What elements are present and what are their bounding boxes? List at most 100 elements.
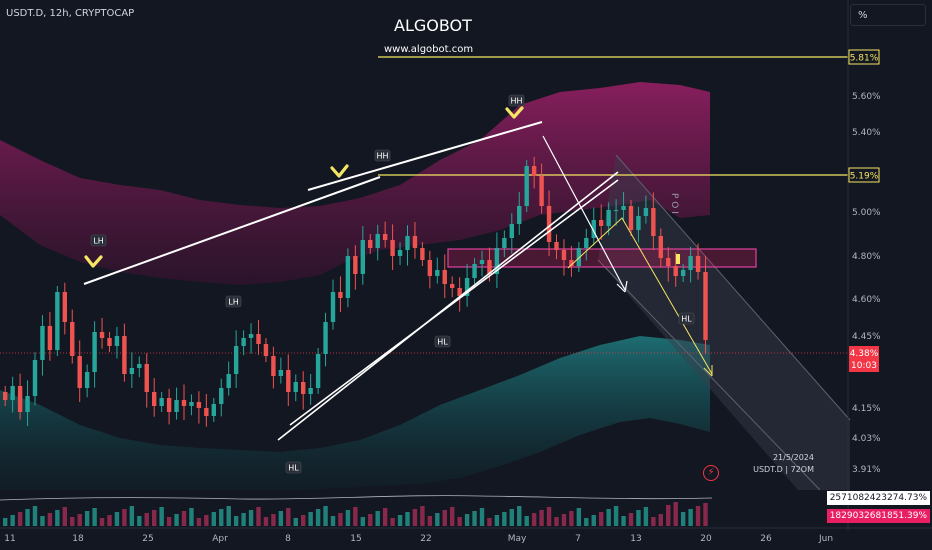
symbol-legend[interactable]: USDT.D, 12h, CRYPTOCAP — [6, 8, 135, 19]
channel-top-line — [615, 154, 851, 421]
candle — [599, 220, 604, 226]
candle — [271, 356, 276, 376]
candle — [99, 332, 105, 338]
volume-bar — [62, 507, 67, 526]
time-axis[interactable]: 11 18 25 Apr 8 15 22 May 7 13 20 26 Jun — [4, 534, 833, 544]
volume-bar — [517, 506, 522, 526]
swing-label-lh-2: LH — [225, 295, 242, 308]
volume-bar — [479, 508, 485, 526]
poi-label: P O I — [669, 193, 679, 214]
scale-percent-button[interactable]: % — [850, 4, 926, 26]
volume-ma-line — [0, 495, 713, 501]
price-axis-label: 4.45% — [852, 332, 881, 342]
time-axis-label: 18 — [72, 534, 84, 544]
candle — [166, 398, 172, 412]
candle — [584, 238, 589, 248]
volume-bar — [703, 503, 708, 526]
candle — [412, 236, 418, 248]
candle — [531, 166, 537, 176]
candle — [554, 242, 559, 250]
candle — [323, 322, 328, 354]
swing-label-hh-1: HH — [374, 149, 391, 162]
candle — [114, 336, 120, 346]
volume-tag-current: 1829032681851.39% — [826, 509, 930, 523]
swing-label-text: HL — [288, 464, 299, 473]
candle — [494, 248, 500, 274]
candle — [457, 288, 462, 296]
volume-bar — [599, 512, 604, 526]
volume-bar — [427, 516, 433, 526]
volume-bar — [368, 514, 373, 526]
volume-bar — [293, 518, 298, 526]
volume-bar — [144, 513, 149, 526]
candle — [628, 206, 634, 230]
volume-bar — [531, 513, 537, 526]
candle — [10, 386, 15, 400]
candle — [703, 272, 708, 340]
swing-label-hl-1: HL — [434, 335, 451, 348]
swing-marker-1 — [84, 255, 103, 268]
volume-bar — [509, 509, 514, 526]
price-axis-label: 5.40% — [852, 128, 881, 138]
time-axis-label: 11 — [4, 534, 15, 544]
volume-bar — [338, 513, 343, 526]
volume-bar — [591, 515, 596, 526]
candle — [174, 400, 179, 412]
candle — [196, 402, 202, 408]
volume-bar — [122, 509, 127, 526]
swing-marker-3 — [505, 106, 524, 119]
volume-bar — [256, 507, 261, 526]
candle — [256, 334, 261, 344]
candle — [226, 374, 231, 388]
level-tag-581: 5.81% — [848, 49, 880, 65]
candle — [576, 248, 582, 266]
volume-bar — [3, 518, 8, 526]
candle — [375, 234, 380, 248]
highlight-candle — [676, 254, 680, 264]
candle — [32, 360, 38, 396]
price-axis-label: 4.15% — [852, 404, 881, 414]
candle — [539, 176, 544, 206]
swing-label-lh-1: LH — [90, 234, 107, 247]
volume-bar — [688, 509, 693, 526]
time-axis-label: 8 — [285, 534, 291, 544]
volume-bar — [152, 510, 157, 526]
channel-bottom-line — [597, 259, 821, 491]
swing-label-hh-2: HH — [508, 94, 525, 107]
volume-bar — [390, 518, 395, 526]
swing-label-hl-3: HL — [678, 312, 695, 325]
volume-bar — [472, 511, 477, 526]
swing-label-text: HL — [681, 315, 692, 324]
candle — [509, 224, 514, 238]
swing-label-text: LH — [228, 298, 238, 307]
volume-bar — [584, 518, 589, 526]
level-tag-text: 5.19% — [850, 172, 879, 182]
price-axis-label: 3.91% — [852, 465, 881, 475]
candle — [70, 322, 75, 356]
lower-band — [0, 336, 710, 490]
candle — [695, 256, 701, 272]
volume-bar — [32, 506, 38, 526]
candle — [487, 260, 492, 274]
price-axis[interactable]: 5.60% 5.40% 5.00% 4.80% 4.60% 4.45% 4.15% 4.03%… — [852, 92, 881, 475]
candle — [658, 236, 663, 258]
volume-bar — [554, 517, 559, 526]
volume-bar — [546, 507, 552, 526]
volume-bar — [405, 512, 410, 526]
lightning-icon[interactable]: ⚡ — [703, 465, 719, 481]
volume-bar — [375, 511, 380, 526]
volume-bar — [233, 516, 239, 526]
candle — [92, 332, 97, 372]
volume-bar — [606, 509, 611, 526]
candle — [420, 248, 425, 260]
volume-bar — [450, 507, 455, 526]
time-axis-label: Apr — [212, 534, 228, 544]
candle — [219, 388, 224, 404]
level-tag-519: 5.19% — [848, 167, 880, 183]
volume-bar — [680, 512, 686, 526]
time-axis-label: 22 — [420, 534, 431, 544]
candle — [152, 392, 157, 406]
price-axis-label: 4.60% — [852, 295, 881, 305]
poi-zone — [447, 248, 757, 268]
